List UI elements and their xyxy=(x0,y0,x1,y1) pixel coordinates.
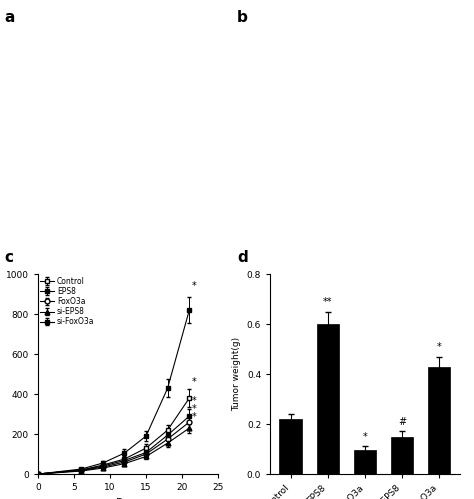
Text: *: * xyxy=(437,342,442,352)
Text: a: a xyxy=(5,10,15,25)
Text: *: * xyxy=(191,377,196,387)
Y-axis label: Tumor weight(g): Tumor weight(g) xyxy=(232,337,241,411)
Text: b: b xyxy=(237,10,248,25)
Text: c: c xyxy=(5,250,14,264)
Text: *: * xyxy=(191,396,196,406)
Text: *: * xyxy=(191,281,196,291)
Text: *: * xyxy=(363,432,367,442)
Bar xyxy=(391,437,413,474)
Text: *: * xyxy=(191,412,196,422)
Legend: Control, EPS8, FoxO3a, si-EPS8, si-FoxO3a: Control, EPS8, FoxO3a, si-EPS8, si-FoxO3… xyxy=(39,276,95,327)
Bar xyxy=(354,450,376,474)
Text: #: # xyxy=(398,417,406,427)
Bar xyxy=(428,367,450,474)
Text: *: * xyxy=(191,404,196,414)
X-axis label: Days: Days xyxy=(116,498,140,499)
Text: d: d xyxy=(237,250,248,264)
Bar xyxy=(280,419,302,474)
Bar xyxy=(317,324,339,474)
Text: **: ** xyxy=(323,297,333,307)
